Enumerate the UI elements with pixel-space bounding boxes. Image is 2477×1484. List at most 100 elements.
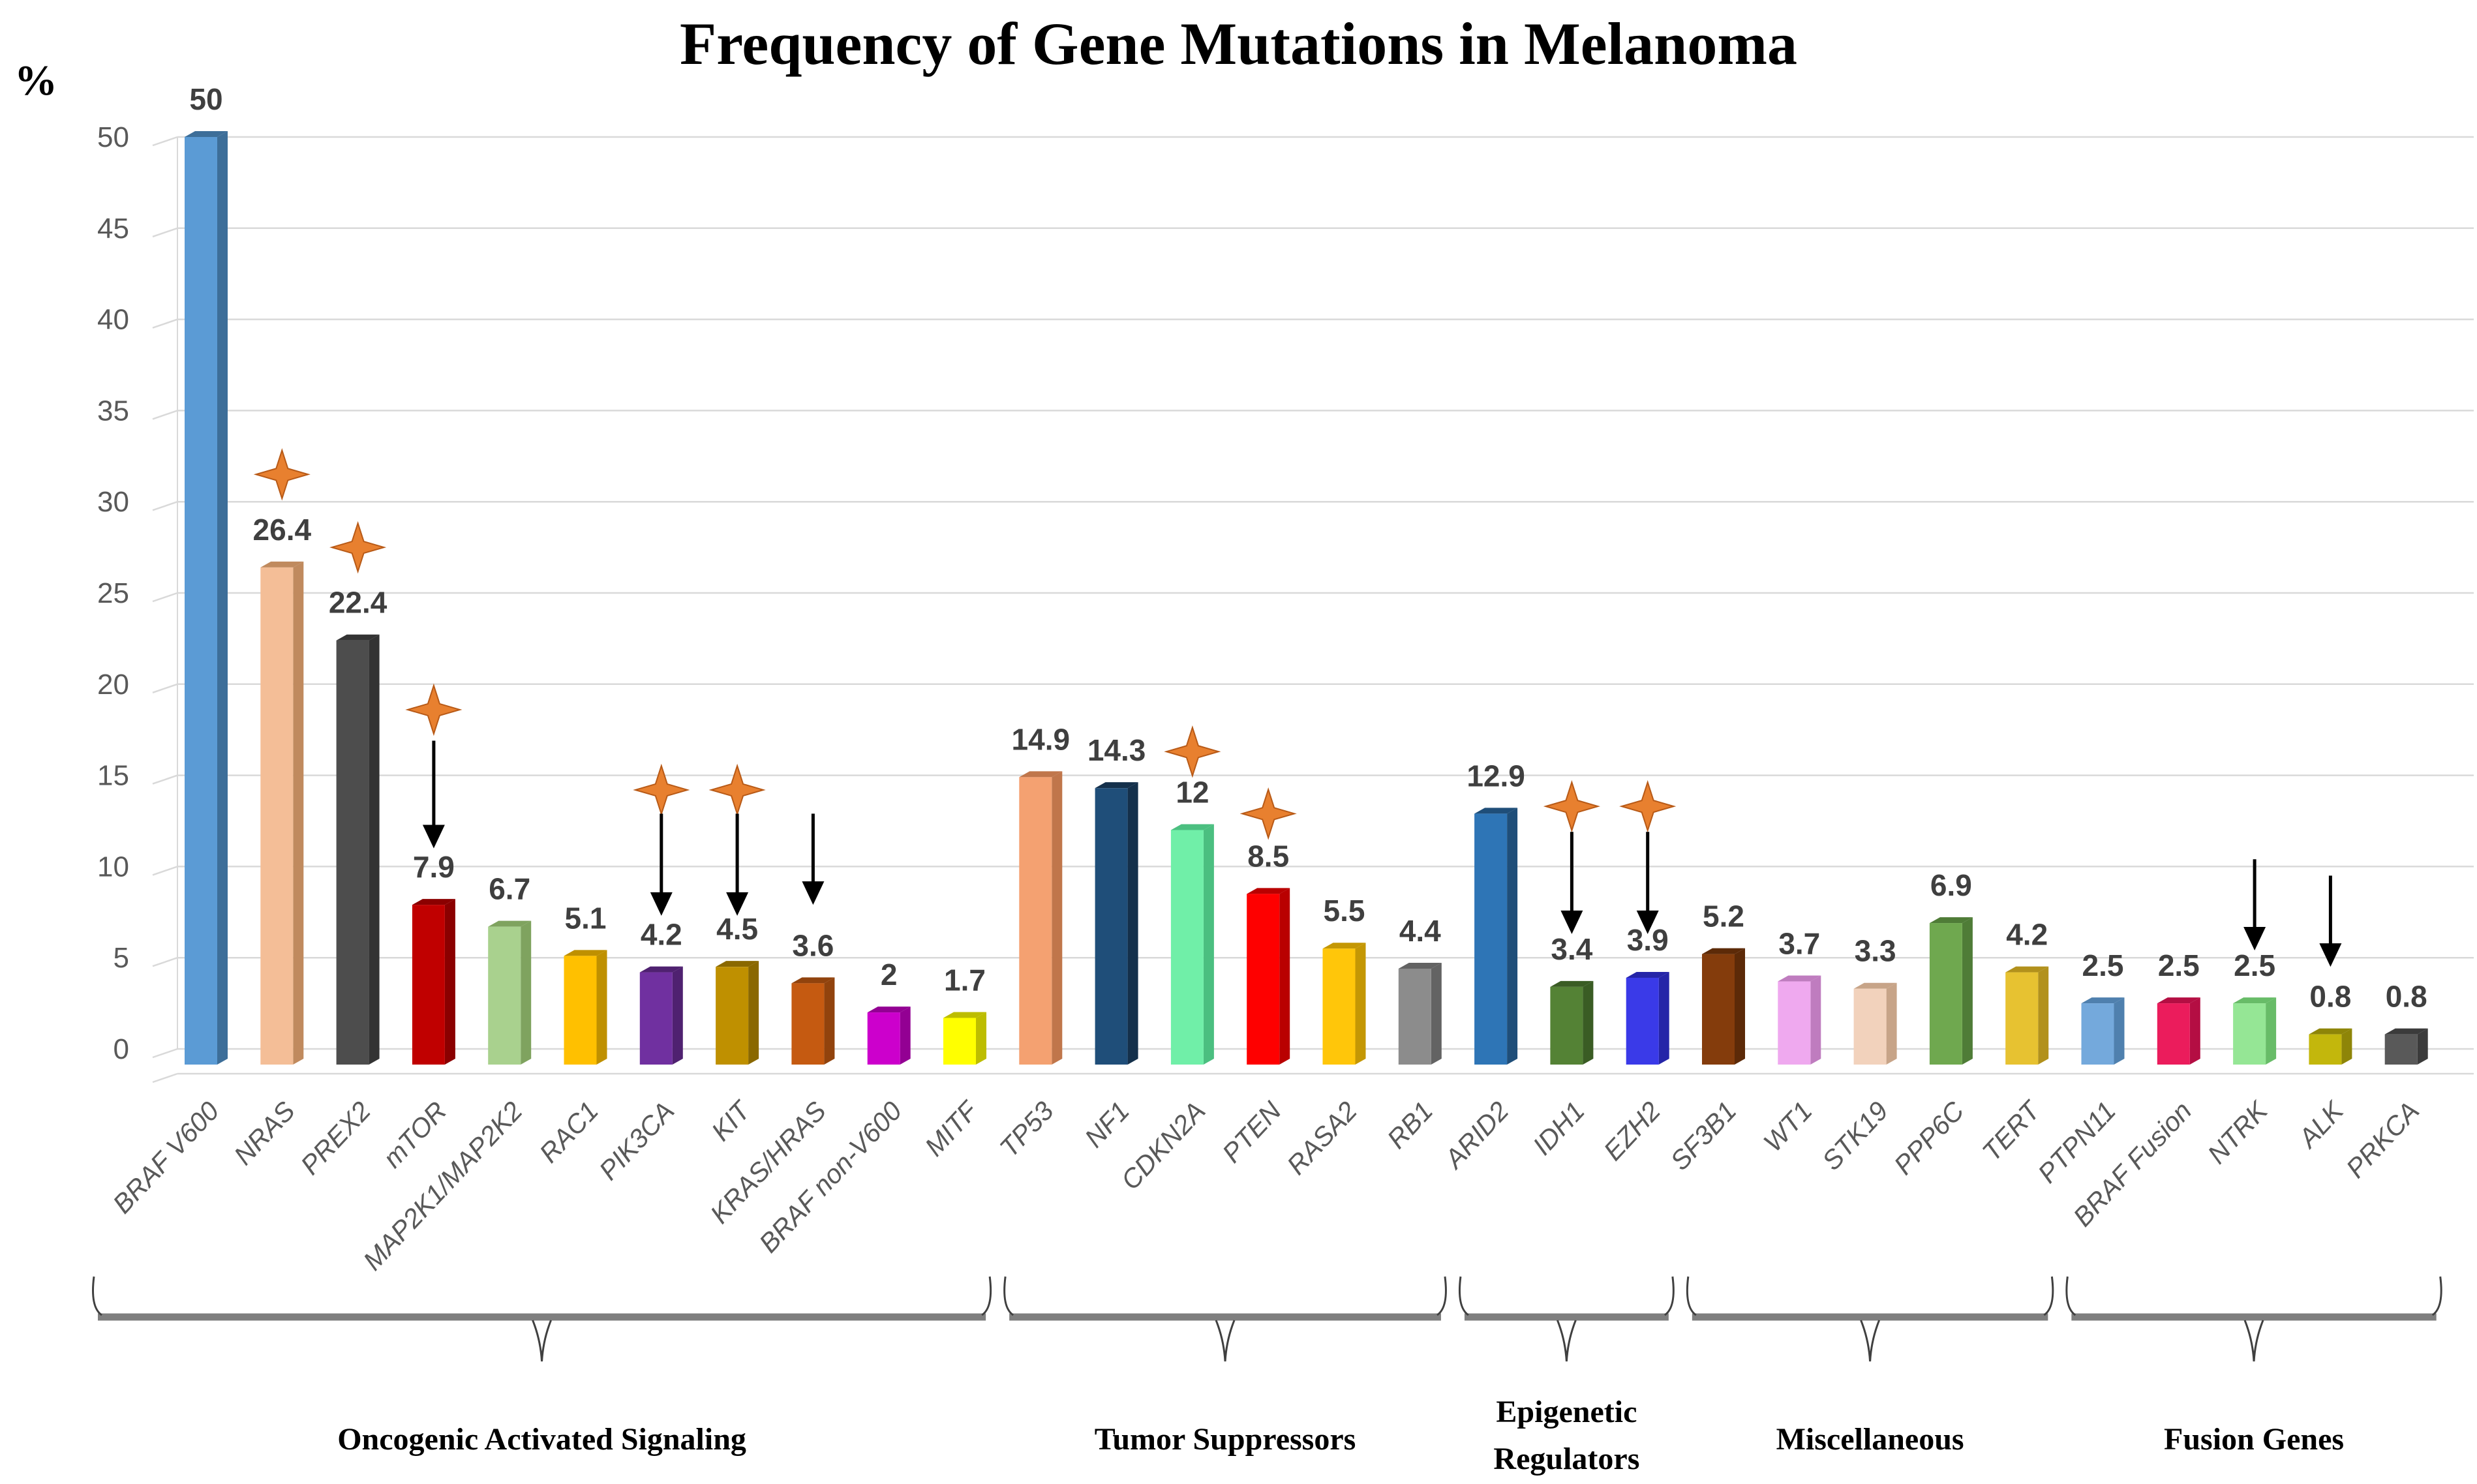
bar-top-face <box>2384 1028 2428 1035</box>
y-axis-tick-label: 40 <box>97 304 129 336</box>
bar-side-face <box>1355 943 1366 1065</box>
bar-front-face <box>1247 894 1280 1065</box>
bar-value-label: 8.5 <box>1247 839 1289 873</box>
bar-value-label: 5.2 <box>1703 900 1744 933</box>
bar-IDH1 <box>1550 980 1594 1065</box>
down-arrow-head <box>1560 910 1583 934</box>
bar-front-face <box>1550 986 1583 1065</box>
category-label: ARID2 <box>1438 1096 1515 1175</box>
bar-front-face <box>412 905 445 1065</box>
bar-value-label: 2.5 <box>2082 948 2124 982</box>
bar-side-face <box>293 561 304 1065</box>
bar-EZH2 <box>1626 971 1669 1065</box>
bar-side-face <box>900 1007 911 1065</box>
bar-top-face <box>2081 997 2125 1004</box>
bar-value-label: 7.9 <box>413 850 455 884</box>
bar-value-label: 3.3 <box>1855 934 1896 968</box>
bar-front-face <box>1095 788 1128 1065</box>
bar-PRKCA <box>2384 1028 2428 1065</box>
bar-ARID2 <box>1474 808 1518 1065</box>
bar-STK19 <box>1853 982 1897 1065</box>
y-axis-tick-label: 25 <box>97 577 129 609</box>
bar-front-face <box>1398 968 1431 1065</box>
bar-TP53 <box>1019 771 1063 1065</box>
bar-value-label: 6.7 <box>489 872 530 906</box>
bar-top-face <box>1019 771 1063 778</box>
brace-center-tip <box>1860 1320 1880 1362</box>
category-label: NF1 <box>1079 1096 1135 1153</box>
category-label: NTRK <box>2202 1095 2274 1170</box>
bar-top-face <box>1170 824 1214 830</box>
bar-top-face <box>1778 975 1821 982</box>
floor-slant <box>152 1072 178 1083</box>
bar-front-face <box>1170 830 1204 1065</box>
group-label: Epigenetic Regulators <box>1493 1395 1639 1476</box>
bar-top-face <box>1474 808 1518 814</box>
gridline-slant <box>152 1048 178 1059</box>
bar-MAP2K1-MAP2K2 <box>488 920 532 1065</box>
bar-BRAF-Fusion <box>2157 997 2200 1065</box>
down-arrow-head <box>1636 910 1659 934</box>
bar-TERT <box>2005 966 2049 1065</box>
bar-top-face <box>564 950 607 956</box>
bar-SF3B1 <box>1702 948 1745 1065</box>
category-label: WT1 <box>1757 1096 1818 1158</box>
bar-top-face <box>1247 888 1290 894</box>
bar-MITF <box>943 1012 986 1065</box>
gridline-slant <box>152 318 178 329</box>
bar-front-face <box>639 972 673 1065</box>
y-axis-unit-label: % <box>14 57 57 104</box>
down-arrow-icon <box>802 813 825 905</box>
brace-left-curl <box>1003 1276 1014 1316</box>
bar-value-label: 22.4 <box>329 586 388 620</box>
brace-left-curl <box>92 1276 102 1316</box>
group-label: Tumor Suppressors <box>1095 1422 1356 1457</box>
bar-front-face <box>336 640 369 1065</box>
bar-NF1 <box>1095 782 1138 1065</box>
group-brace <box>1003 1276 1447 1362</box>
bar-side-face <box>2189 997 2200 1065</box>
category-label: mTOR <box>377 1096 452 1174</box>
bar-front-face <box>1626 977 1659 1065</box>
bar-RASA2 <box>1322 943 1366 1065</box>
bar-value-label: 2 <box>881 958 898 992</box>
bar-value-label: 12 <box>1176 775 1209 809</box>
bar-value-label: 50 <box>189 82 222 116</box>
bar-KIT <box>716 961 759 1065</box>
bar-front-face <box>1778 981 1811 1065</box>
bar-value-label: 2.5 <box>2158 948 2200 982</box>
category-label: RB1 <box>1381 1096 1438 1155</box>
bar-side-face <box>1507 808 1518 1065</box>
bar-top-face <box>1398 962 1442 969</box>
bar-value-label: 1.7 <box>944 963 986 997</box>
bar-side-face <box>824 977 835 1065</box>
brace-left-curl <box>1458 1276 1469 1316</box>
bar-value-label: 4.4 <box>1399 914 1441 948</box>
bar-value-label: 6.9 <box>1930 868 1972 902</box>
chart-title: Frequency of Gene Mutations in Melanoma <box>680 10 1797 77</box>
bar-PIK3CA <box>639 966 683 1065</box>
bar-PTPN11 <box>2081 997 2125 1065</box>
bar-value-label: 0.8 <box>2386 980 2427 1014</box>
bar-front-face <box>943 1018 976 1065</box>
category-label: KIT <box>706 1095 757 1147</box>
bar-top-face <box>1929 917 1973 924</box>
bar-side-face <box>1203 824 1214 1065</box>
bar-front-face <box>488 926 521 1065</box>
bar-side-face <box>2038 966 2049 1065</box>
category-label: IDH1 <box>1527 1096 1590 1161</box>
y-axis-tick-label: 15 <box>97 760 129 792</box>
group-label: Oncogenic Activated Signaling <box>337 1422 746 1457</box>
bar-top-face <box>943 1012 986 1018</box>
bar-side-face <box>672 966 683 1065</box>
gridline-slant <box>152 136 178 147</box>
bar-side-face <box>2341 1028 2352 1065</box>
bar-top-face <box>1626 971 1669 978</box>
y-axis-tick-label: 30 <box>97 486 129 518</box>
category-label: SF3B1 <box>1664 1096 1742 1176</box>
bar-side-face <box>369 634 380 1065</box>
category-label: TP53 <box>994 1096 1059 1163</box>
down-arrow-icon <box>1560 832 1583 934</box>
bar-front-face <box>2157 1003 2190 1065</box>
